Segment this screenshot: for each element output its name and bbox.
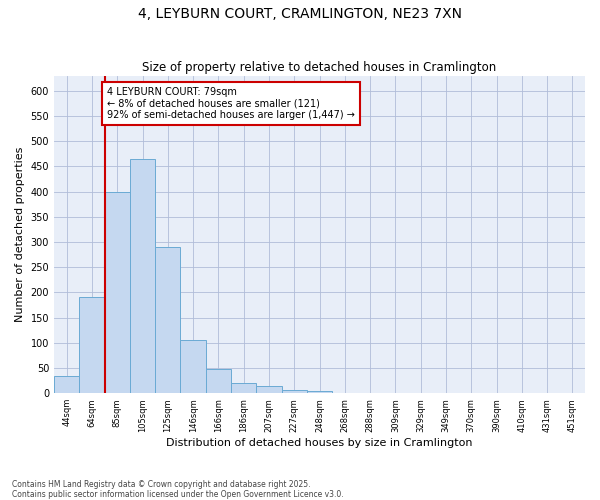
Bar [206,369,231,393]
Bar [181,340,206,393]
Bar [155,247,181,393]
Text: Contains HM Land Registry data © Crown copyright and database right 2025.
Contai: Contains HM Land Registry data © Crown c… [12,480,344,499]
Bar [307,390,332,393]
Bar [281,390,307,393]
Bar [104,192,130,393]
Text: 4, LEYBURN COURT, CRAMLINGTON, NE23 7XN: 4, LEYBURN COURT, CRAMLINGTON, NE23 7XN [138,8,462,22]
Title: Size of property relative to detached houses in Cramlington: Size of property relative to detached ho… [142,62,497,74]
Text: 4 LEYBURN COURT: 79sqm
← 8% of detached houses are smaller (121)
92% of semi-det: 4 LEYBURN COURT: 79sqm ← 8% of detached … [107,87,355,120]
X-axis label: Distribution of detached houses by size in Cramlington: Distribution of detached houses by size … [166,438,473,448]
Bar [484,392,509,393]
Bar [130,159,155,393]
Bar [256,386,281,393]
Bar [79,298,104,393]
Bar [54,376,79,393]
Bar [560,392,585,393]
Y-axis label: Number of detached properties: Number of detached properties [15,147,25,322]
Bar [358,392,383,393]
Bar [332,392,358,393]
Bar [231,383,256,393]
